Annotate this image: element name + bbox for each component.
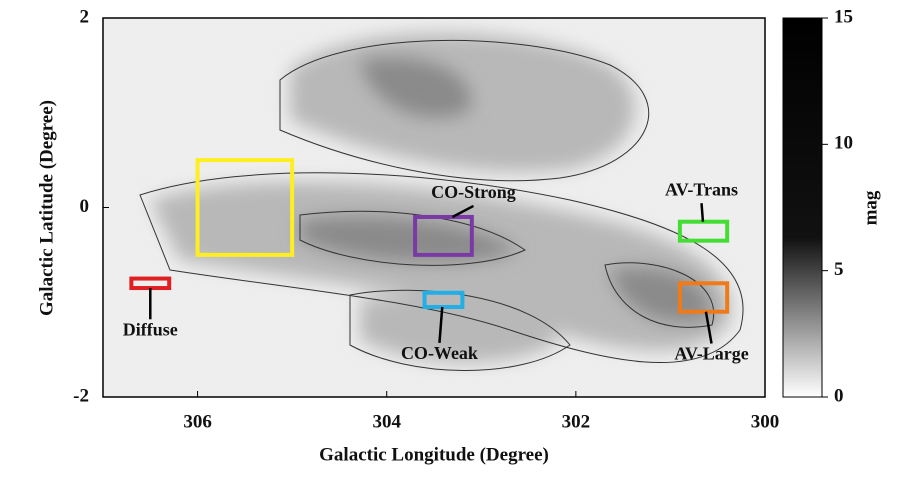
colorbar-tick-label: 15 bbox=[834, 6, 853, 27]
colorbar-label: mag bbox=[860, 190, 881, 225]
leader-line bbox=[438, 306, 444, 343]
region-box bbox=[195, 158, 295, 257]
y-axis-label: Galactic Latitude (Degree) bbox=[36, 100, 57, 316]
extinction-map bbox=[103, 18, 765, 397]
colorbar-tick-label: 0 bbox=[834, 385, 844, 406]
leader-line bbox=[704, 311, 713, 344]
region-box bbox=[422, 290, 465, 309]
region-label: AV-Trans bbox=[665, 179, 738, 199]
x-tick-label: 302 bbox=[562, 411, 591, 432]
region-label: AV-Large bbox=[674, 344, 748, 364]
leader-line bbox=[451, 204, 475, 219]
region-label: CO-Strong bbox=[431, 182, 516, 202]
colorbar-tick-label: 5 bbox=[834, 259, 844, 280]
colorbar bbox=[782, 17, 823, 398]
y-tick-label: -2 bbox=[73, 385, 89, 406]
leader-line bbox=[700, 203, 705, 222]
x-tick-label: 300 bbox=[751, 411, 780, 432]
x-axis-label: Galactic Longitude (Degree) bbox=[319, 444, 549, 465]
x-tick-label: 306 bbox=[183, 411, 212, 432]
region-label: CO-Weak bbox=[401, 343, 478, 363]
region-box bbox=[413, 214, 474, 257]
y-tick-label: 2 bbox=[80, 6, 90, 27]
colorbar-tick-label: 10 bbox=[834, 133, 853, 154]
x-tick-label: 304 bbox=[372, 411, 401, 432]
region-label: Diffuse bbox=[123, 319, 178, 339]
region-box bbox=[677, 281, 730, 314]
region-box bbox=[677, 219, 730, 243]
y-tick-label: 0 bbox=[80, 196, 90, 217]
